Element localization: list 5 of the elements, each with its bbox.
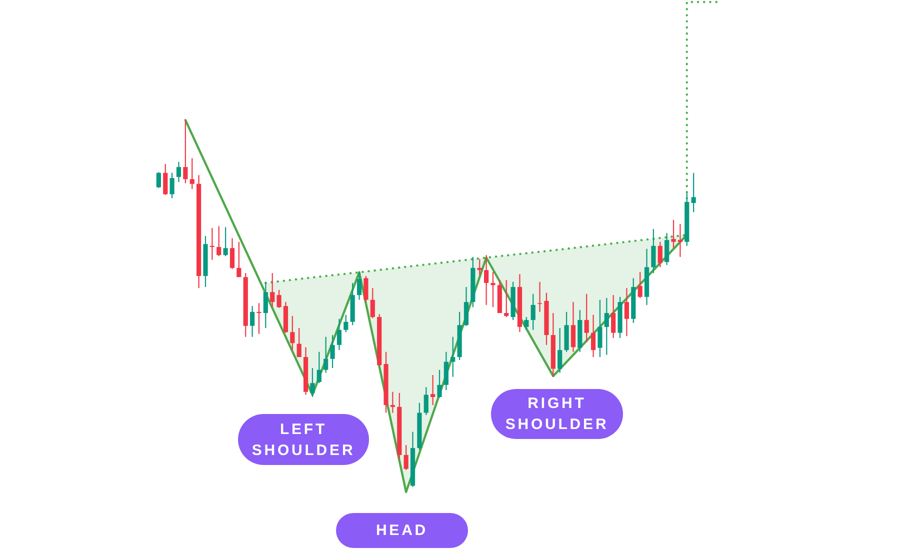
annotation: LEFT SHOULDER [250, 420, 356, 460]
label-badge: LEFT SHOULDER [238, 414, 369, 465]
label-badge: HEAD [336, 513, 468, 548]
annotation: RIGHT SHOULDER [504, 394, 610, 435]
label-badge: RIGHT SHOULDER [491, 389, 623, 439]
